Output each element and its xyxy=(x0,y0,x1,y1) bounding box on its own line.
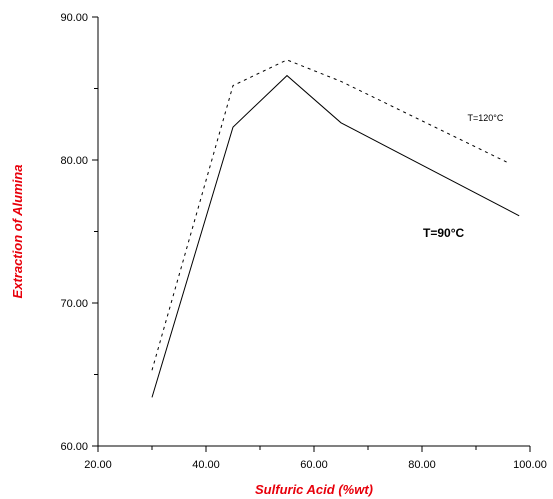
series-line-1 xyxy=(152,60,508,370)
x-tick-label: 100.00 xyxy=(513,459,547,471)
y-ticks: 60.00 70.00 80.00 90.00 xyxy=(60,12,98,453)
x-tick-label: 80.00 xyxy=(408,459,436,471)
y-tick-label: 70.00 xyxy=(60,298,88,310)
x-tick-label: 20.00 xyxy=(84,459,112,471)
y-tick-label: 90.00 xyxy=(60,12,88,24)
series-layer: T=120°C T=90°C xyxy=(152,60,519,398)
x-axis-title: Sulfuric Acid (%wt) xyxy=(255,482,373,497)
y-tick-label: 60.00 xyxy=(60,441,88,453)
axes xyxy=(98,17,530,446)
x-tick-label: 60.00 xyxy=(300,459,328,471)
series-label-2: T=90°C xyxy=(423,226,464,240)
y-axis-title: Extraction of Alumina xyxy=(10,165,25,299)
y-tick-label: 80.00 xyxy=(60,155,88,167)
series-label-1: T=120°C xyxy=(468,113,504,123)
x-tick-label: 40.00 xyxy=(192,459,220,471)
x-ticks: 20.00 40.00 60.00 80.00 100.00 xyxy=(84,446,547,471)
